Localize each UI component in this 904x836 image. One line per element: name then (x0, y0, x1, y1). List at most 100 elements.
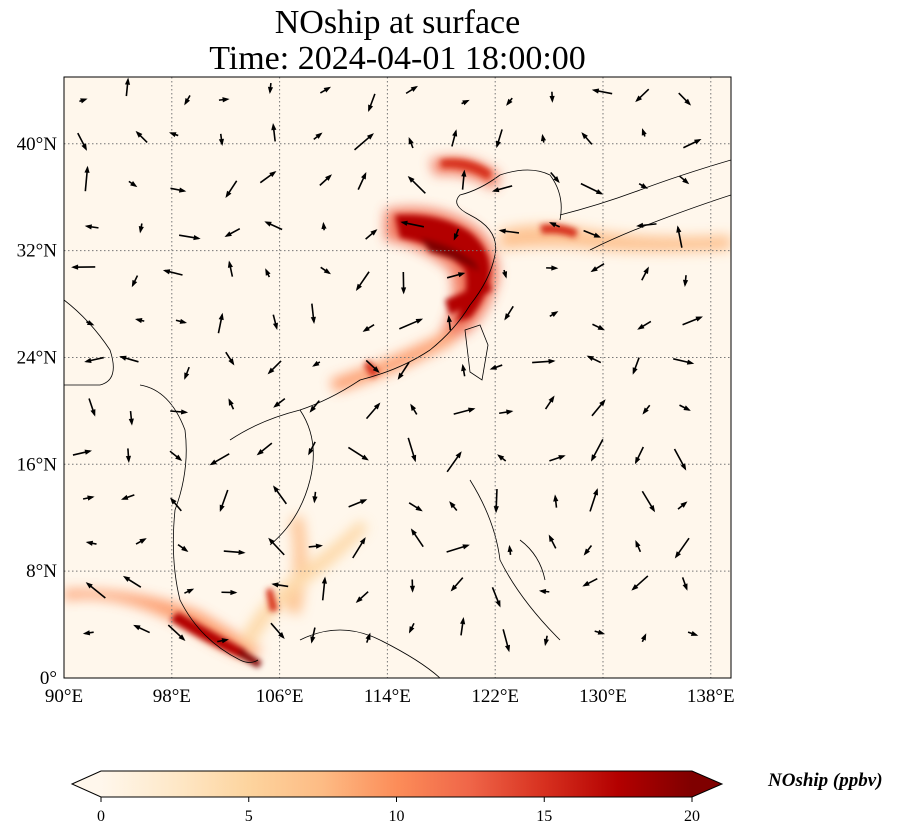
wind-arrow (586, 355, 602, 364)
wind-arrow (502, 269, 508, 279)
wind-arrow (590, 262, 605, 273)
wind-arrow (408, 136, 414, 149)
wind-arrow (272, 314, 278, 331)
wind-arrow (319, 174, 333, 186)
wind-arrow (635, 88, 650, 103)
colorbar: 0 5 10 15 20 (70, 770, 724, 825)
wind-arrow (273, 485, 288, 505)
wind-arrow (321, 576, 327, 601)
longitude-ticks: 90°E 98°E 106°E 114°E 122°E 130°E 138°E (45, 686, 735, 707)
wind-arrow (538, 588, 550, 595)
wind-arrow (637, 320, 652, 330)
wind-arrow (446, 314, 452, 331)
wind-arrow (77, 132, 87, 151)
wind-arrow (353, 133, 374, 151)
wind-arrow (224, 227, 241, 237)
wind-arrow (461, 363, 467, 377)
wind-arrow (310, 303, 316, 324)
wind-arrow (365, 359, 380, 373)
wind-arrow (450, 577, 464, 592)
wind-arrow (128, 410, 134, 426)
wind-arrow (124, 77, 131, 97)
colorbar-extend-high (692, 771, 722, 797)
wind-arrow (677, 501, 688, 510)
wind-arrow (553, 494, 559, 508)
lon-tick-label: 98°E (153, 686, 191, 707)
wind-arrow (591, 88, 613, 95)
wind-arrow (320, 266, 331, 275)
wind-arrow (499, 409, 514, 415)
wind-arrow (138, 223, 144, 234)
wind-arrow (228, 398, 235, 410)
wind-arrow (218, 97, 230, 103)
wind-arrow (79, 98, 88, 104)
wind-arrow (460, 617, 466, 636)
wind-arrow (184, 588, 195, 594)
wind-arrow (408, 502, 423, 512)
wind-arrow (502, 629, 511, 653)
wind-arrow (321, 221, 327, 231)
wind-arrow (397, 361, 410, 380)
wind-arrow (177, 543, 189, 552)
wind-arrow (267, 82, 274, 95)
wind-arrow (135, 538, 147, 545)
wind-arrow (312, 360, 321, 367)
map-title-line2: Time: 2024-04-01 18:00:00 (209, 40, 586, 77)
wind-arrow (355, 591, 369, 603)
wind-arrow (682, 275, 689, 287)
wind-arrow (491, 185, 513, 193)
wind-arrow (362, 323, 375, 332)
wind-arrow (674, 537, 690, 559)
wind-arrow (497, 454, 507, 462)
wind-arrow (540, 133, 547, 143)
wind-arrow (365, 632, 371, 643)
wind-arrow (225, 180, 238, 199)
wind-arrow (365, 229, 378, 240)
wind-arrow (72, 449, 92, 456)
wind-arrow (405, 85, 418, 95)
wind-arrow (308, 543, 323, 549)
wind-arrow (635, 540, 642, 553)
wind-arrow (217, 638, 229, 644)
wind-arrow (86, 320, 95, 326)
wind-arrow (641, 490, 656, 513)
lat-tick-label: 0° (40, 668, 57, 689)
wind-arrow (162, 269, 183, 276)
gridlines (64, 77, 731, 678)
wind-arrow (347, 446, 369, 461)
map-frame (63, 76, 732, 679)
wind-arrow (638, 183, 649, 189)
wind-arrow (642, 404, 651, 415)
wind-arrow (543, 635, 549, 647)
colorbar-tick-label: 10 (389, 808, 405, 825)
wind-arrow (583, 545, 593, 556)
wind-arrow (581, 132, 593, 145)
wind-arrow (631, 575, 649, 591)
wind-arrow (352, 537, 366, 559)
wind-arrow (169, 132, 179, 138)
wind-arrow (170, 409, 189, 415)
wind-arrow (549, 222, 561, 228)
coastlines (64, 159, 731, 678)
wind-arrow (122, 575, 142, 588)
wind-arrow (410, 528, 424, 548)
wind-arrow (409, 579, 416, 593)
colorbar-bar (101, 771, 692, 797)
wind-arrow (582, 578, 598, 587)
map-background (64, 77, 731, 678)
wind-arrow (592, 323, 606, 331)
colorbar-tick-label: 5 (245, 808, 253, 825)
wind-arrow (270, 622, 285, 640)
wind-arrow (134, 318, 145, 324)
wind-arrow (634, 446, 645, 465)
wind-arrow (546, 265, 559, 271)
colorbar-extend-low (72, 771, 101, 797)
wind-arrow (217, 312, 224, 334)
wind-arrow (357, 172, 367, 190)
wind-arrow (407, 175, 426, 194)
wind-arrow (679, 175, 690, 185)
wind-arrow (461, 169, 467, 190)
lon-tick-label: 114°E (364, 686, 411, 707)
wind-arrow (273, 398, 286, 408)
